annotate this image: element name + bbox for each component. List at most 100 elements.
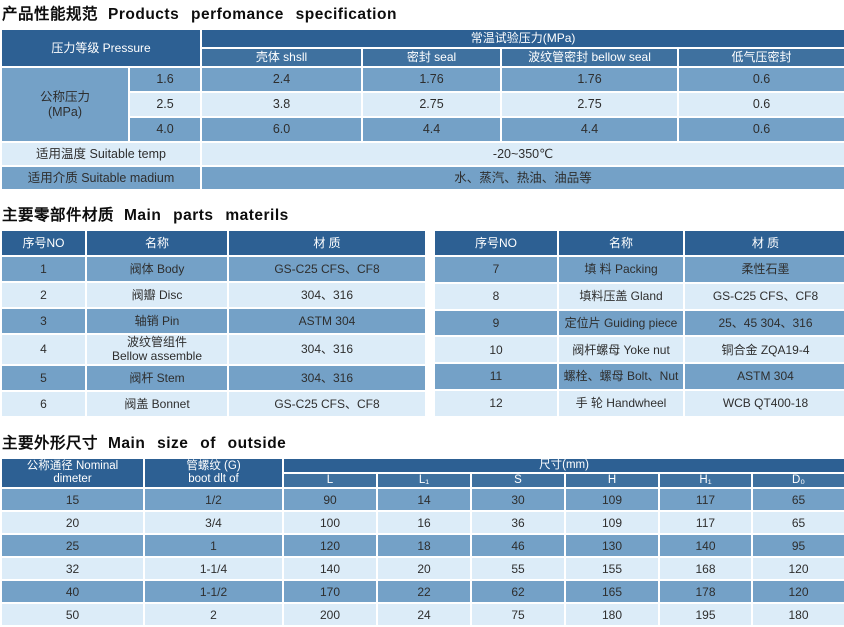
table-cell: 155 xyxy=(564,556,660,582)
table-cell: 117 xyxy=(658,510,753,536)
dim-L-header: L xyxy=(282,471,378,490)
table-row: 4.0 6.0 4.4 4.4 0.6 xyxy=(1,116,844,143)
table-cell: 100 xyxy=(282,510,378,536)
suitable-medium-row: 适用介质 Suitable madium 水、蒸汽、热油、油品等 xyxy=(0,165,844,191)
dim-D0-header: D₀ xyxy=(750,471,844,490)
table-cell: 1-1/2 xyxy=(143,579,284,605)
bellow-seal-col-header: 波纹管密封 bellow seal xyxy=(500,47,680,68)
material-col-header: 材 质 xyxy=(227,229,427,257)
suitable-medium-value: 水、蒸汽、热油、油品等 xyxy=(200,165,844,191)
nominal-pressure-label: 公称压力 (MPa) xyxy=(0,66,130,143)
name-col-header: 名称 xyxy=(85,229,229,257)
table-cell: 3 xyxy=(0,307,87,335)
table-row: 2 阀瓣 Disc 304、316 xyxy=(0,281,427,309)
material-col-header: 材 质 xyxy=(683,229,844,257)
seal-col-header: 密封 seal xyxy=(361,47,503,68)
table-row: 15 1/2 90 14 30 109 117 65 xyxy=(0,487,844,513)
table-cell: 定位片 Guiding piece xyxy=(557,308,685,338)
table-cell: 4.4 xyxy=(500,116,680,143)
table-cell: 140 xyxy=(658,533,753,559)
shell-col-header: 壳体 shsll xyxy=(200,47,364,68)
table-cell: 7 xyxy=(433,255,559,284)
table-row: 11 螺栓、螺母 Bolt、Nut ASTM 304 xyxy=(433,362,844,391)
table-cell: 130 xyxy=(564,533,660,559)
table-cell: 12 xyxy=(433,388,559,418)
table-cell: 轴销 Pin xyxy=(85,307,229,335)
dimensions-title-zh: 主要外形尺寸 xyxy=(2,434,99,452)
table-row: 10 阀杆螺母 Yoke nut 铜合金 ZQA19-4 xyxy=(433,335,844,365)
performance-table: 压力等级 Pressure 常温试验压力(MPa) 壳体 shsll 密封 se… xyxy=(0,28,844,191)
table-row: 40 1-1/2 170 22 62 165 178 120 xyxy=(0,579,844,605)
table-cell: 14 xyxy=(376,487,472,513)
materials-title-en: Main parts materils xyxy=(124,207,289,224)
materials-section: 主要零部件材质 Main parts materils 序号NO 名称 材 质 1… xyxy=(0,203,844,418)
table-row: 4 波纹管组件 Bellow assemble 304、316 xyxy=(0,333,427,366)
table-cell: 阀瓣 Disc xyxy=(85,281,229,309)
table-cell: 20 xyxy=(376,556,472,582)
table-cell: 304、316 xyxy=(227,333,427,366)
table-cell: 5 xyxy=(0,363,87,392)
table-cell: ASTM 304 xyxy=(227,307,427,335)
table-cell: 55 xyxy=(470,556,566,582)
table-cell: 阀盖 Bonnet xyxy=(85,389,229,418)
table-cell: 165 xyxy=(564,579,660,605)
table-cell: 20 xyxy=(0,510,145,536)
table-cell: 填料压盖 Gland xyxy=(557,281,685,311)
table-cell: 波纹管组件 Bellow assemble xyxy=(85,333,229,366)
table-cell: 螺栓、螺母 Bolt、Nut xyxy=(557,362,685,391)
materials-title: 主要零部件材质 Main parts materils xyxy=(2,203,844,225)
table-cell: 2 xyxy=(0,281,87,309)
performance-header-row-2: 壳体 shsll 密封 seal 波纹管密封 bellow seal 低气压密封 xyxy=(1,47,844,68)
table-cell: 1.6 xyxy=(127,66,203,93)
table-cell: 95 xyxy=(750,533,844,559)
dimensions-header-row-2: L L₁ S H H₁ D₀ xyxy=(1,471,844,490)
performance-title: 产品性能规范 Products perfomance specification xyxy=(2,2,844,24)
suitable-temp-row: 适用温度 Suitable temp -20~350℃ xyxy=(0,141,844,167)
table-row: 公称压力 (MPa) 1.6 2.4 1.76 1.76 0.6 xyxy=(0,66,844,143)
table-cell: 304、316 xyxy=(227,363,427,392)
pressure-class-header: 压力等级 Pressure xyxy=(0,28,203,68)
suitable-temp-label: 适用温度 Suitable temp xyxy=(0,141,203,167)
table-cell: GS-C25 CFS、CF8 xyxy=(227,389,427,418)
table-cell: ASTM 304 xyxy=(683,362,844,391)
table-cell: 15 xyxy=(0,487,145,513)
materials-table-left: 序号NO 名称 材 质 1 阀体 Body GS-C25 CFS、CF8 2 阀瓣 Di… xyxy=(0,229,427,418)
table-cell: 10 xyxy=(433,335,559,365)
dimensions-section: 主要外形尺寸 Main size of outside 公称通径 Nominal … xyxy=(0,431,844,627)
low-pressure-seal-col-header: 低气压密封 xyxy=(677,47,844,68)
materials-title-zh: 主要零部件材质 xyxy=(2,207,115,224)
table-row: 25 1 120 18 46 130 140 95 xyxy=(0,533,844,559)
table-cell: 6 xyxy=(0,389,87,418)
dimensions-header-row-1: 公称通径 Nominal dimeter 管螺纹 (G) boot dlt of… xyxy=(0,456,844,490)
table-cell: 1.76 xyxy=(500,66,680,93)
table-cell: 3.8 xyxy=(200,91,364,118)
table-cell: 柔性石墨 xyxy=(683,255,844,284)
table-cell: 117 xyxy=(658,487,753,513)
table-cell: 1/2 xyxy=(143,487,284,513)
performance-title-en: Products perfomance specification xyxy=(108,6,397,23)
table-cell: 18 xyxy=(376,533,472,559)
table-cell: 铜合金 ZQA19-4 xyxy=(683,335,844,365)
table-cell: 40 xyxy=(0,579,145,605)
suitable-medium-label: 适用介质 Suitable madium xyxy=(0,165,203,191)
dim-H1-header: H₁ xyxy=(658,471,753,490)
table-cell: 3/4 xyxy=(143,510,284,536)
performance-section: 产品性能规范 Products perfomance specification … xyxy=(0,2,844,191)
table-cell: 阀杆螺母 Yoke nut xyxy=(557,335,685,365)
table-cell: 1-1/4 xyxy=(143,556,284,582)
table-row: 12 手 轮 Handwheel WCB QT400-18 xyxy=(433,388,844,418)
table-cell: 140 xyxy=(282,556,378,582)
table-row: 1 阀体 Body GS-C25 CFS、CF8 xyxy=(0,255,427,283)
table-cell: 0.6 xyxy=(677,116,844,143)
table-cell: 109 xyxy=(564,487,660,513)
table-cell: 120 xyxy=(750,579,844,605)
no-col-header: 序号NO xyxy=(433,229,559,257)
table-cell: 46 xyxy=(470,533,566,559)
table-cell: 16 xyxy=(376,510,472,536)
table-row: 5 阀杆 Stem 304、316 xyxy=(0,363,427,392)
table-cell: 2.75 xyxy=(361,91,503,118)
table-row: 2.5 3.8 2.75 2.75 0.6 xyxy=(1,91,844,118)
table-cell: 1 xyxy=(143,533,284,559)
